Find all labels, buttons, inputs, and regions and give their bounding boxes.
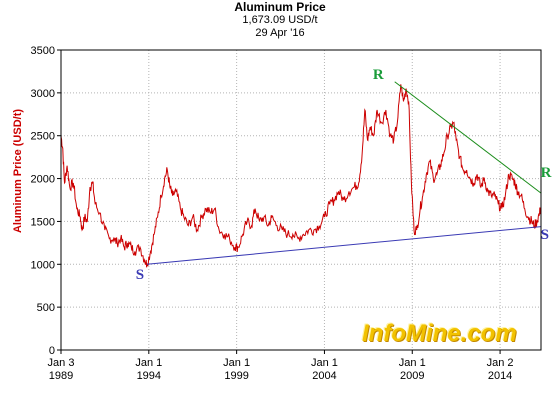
x-tick-label: Jan 1: [311, 357, 338, 369]
x-tick-label: Jan 3: [48, 357, 75, 369]
infomine-watermark: InfoMine.com: [362, 320, 517, 347]
x-tick-year-label: 2014: [488, 370, 512, 382]
x-tick-label: Jan 1: [399, 357, 426, 369]
chart-title: Aluminum Price: [234, 0, 326, 14]
y-tick-label: 500: [37, 302, 55, 314]
support-annotation-label: S: [135, 267, 145, 284]
y-tick-label: 1500: [31, 216, 55, 228]
y-tick-label: 2000: [31, 174, 55, 186]
price-date: 29 Apr '16: [255, 27, 305, 39]
resistance-trendline: [394, 81, 542, 194]
x-tick-year-label: 2004: [312, 370, 336, 382]
current-price: 1,673.09 USD/t: [242, 14, 318, 26]
x-tick-year-label: 2009: [400, 370, 424, 382]
price-line: [60, 84, 542, 268]
plot-frame: [60, 49, 542, 351]
support-annotation-label: S: [540, 227, 549, 244]
trendlines: [147, 81, 542, 265]
x-tick-year-label: 1994: [137, 370, 161, 382]
chart-header: Aluminum Price 1,673.09 USD/t 29 Apr '16: [0, 0, 560, 40]
resistance-annotation-label: R: [372, 66, 384, 83]
support-trendline: [147, 226, 542, 265]
price-series: [60, 84, 542, 268]
y-tick-label: 1000: [31, 259, 55, 271]
x-tick-label: Jan 1: [223, 357, 250, 369]
x-tick-year-label: 1989: [49, 370, 73, 382]
y-tick-label: 3500: [31, 45, 55, 57]
x-tick-label: Jan 2: [487, 357, 514, 369]
x-tick-label: Jan 1: [135, 357, 162, 369]
y-tick-label: 2500: [31, 131, 55, 143]
x-tick-year-label: 1999: [224, 370, 248, 382]
resistance-annotation-label: R: [540, 164, 552, 181]
y-tick-label: 3000: [31, 88, 55, 100]
grid-lines: [61, 50, 541, 350]
y-tick-label: 0: [49, 345, 55, 357]
